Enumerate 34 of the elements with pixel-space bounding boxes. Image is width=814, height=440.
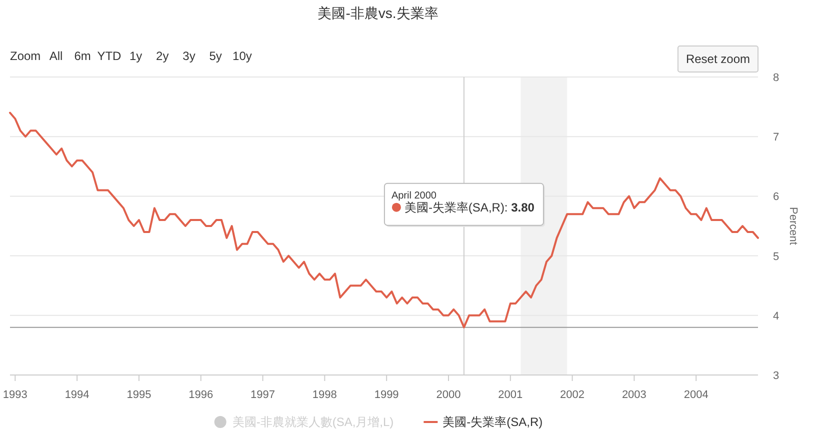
y-tick-label: 5: [773, 250, 780, 263]
text: All: [49, 49, 63, 63]
text: YTD: [97, 49, 122, 63]
y-tick-label: 3: [773, 370, 780, 382]
x-tick-label: 2004: [684, 389, 708, 401]
x-tick-label: 2000: [436, 389, 461, 401]
x-tick-label: 2001: [498, 389, 523, 401]
x-tick-label: 1999: [374, 389, 399, 401]
x-tick-label: 1993: [2, 389, 28, 401]
y-axis-title: Percent: [787, 207, 799, 245]
x-tick-label: 1998: [312, 389, 337, 401]
x-tick-label: 1995: [126, 389, 152, 401]
text: 5y: [209, 49, 222, 63]
annotation: 美國-失業率(SA,R): 3.80: [404, 200, 535, 214]
legend-label: 美國-失業率(SA,R): [442, 415, 543, 429]
button: Reset zoom: [677, 46, 758, 72]
tooltip: April 2000 美國-失業率(SA,R): 3.80: [384, 182, 545, 227]
text: Zoom: [10, 49, 41, 63]
text: 3y: [182, 49, 196, 63]
y-tick-label: 6: [773, 191, 780, 204]
y-tick-label: 8: [773, 72, 780, 84]
text: 6m: [74, 49, 91, 63]
text: 10y: [232, 49, 252, 63]
x-tick-label: 1996: [188, 389, 214, 401]
chart-title: 美國-非農vs.失業率: [318, 5, 438, 21]
x-tick-label: 2003: [622, 389, 646, 401]
text: 1y: [129, 49, 142, 63]
y-tick-label: 7: [773, 132, 780, 144]
annotation: April 2000: [391, 190, 437, 202]
y-tick-label: 4: [773, 310, 780, 322]
x-tick-label: 1997: [250, 389, 276, 401]
x-tick-label: 2002: [560, 389, 585, 401]
x-tick-label: 1994: [64, 389, 90, 401]
text: 2y: [156, 49, 169, 63]
